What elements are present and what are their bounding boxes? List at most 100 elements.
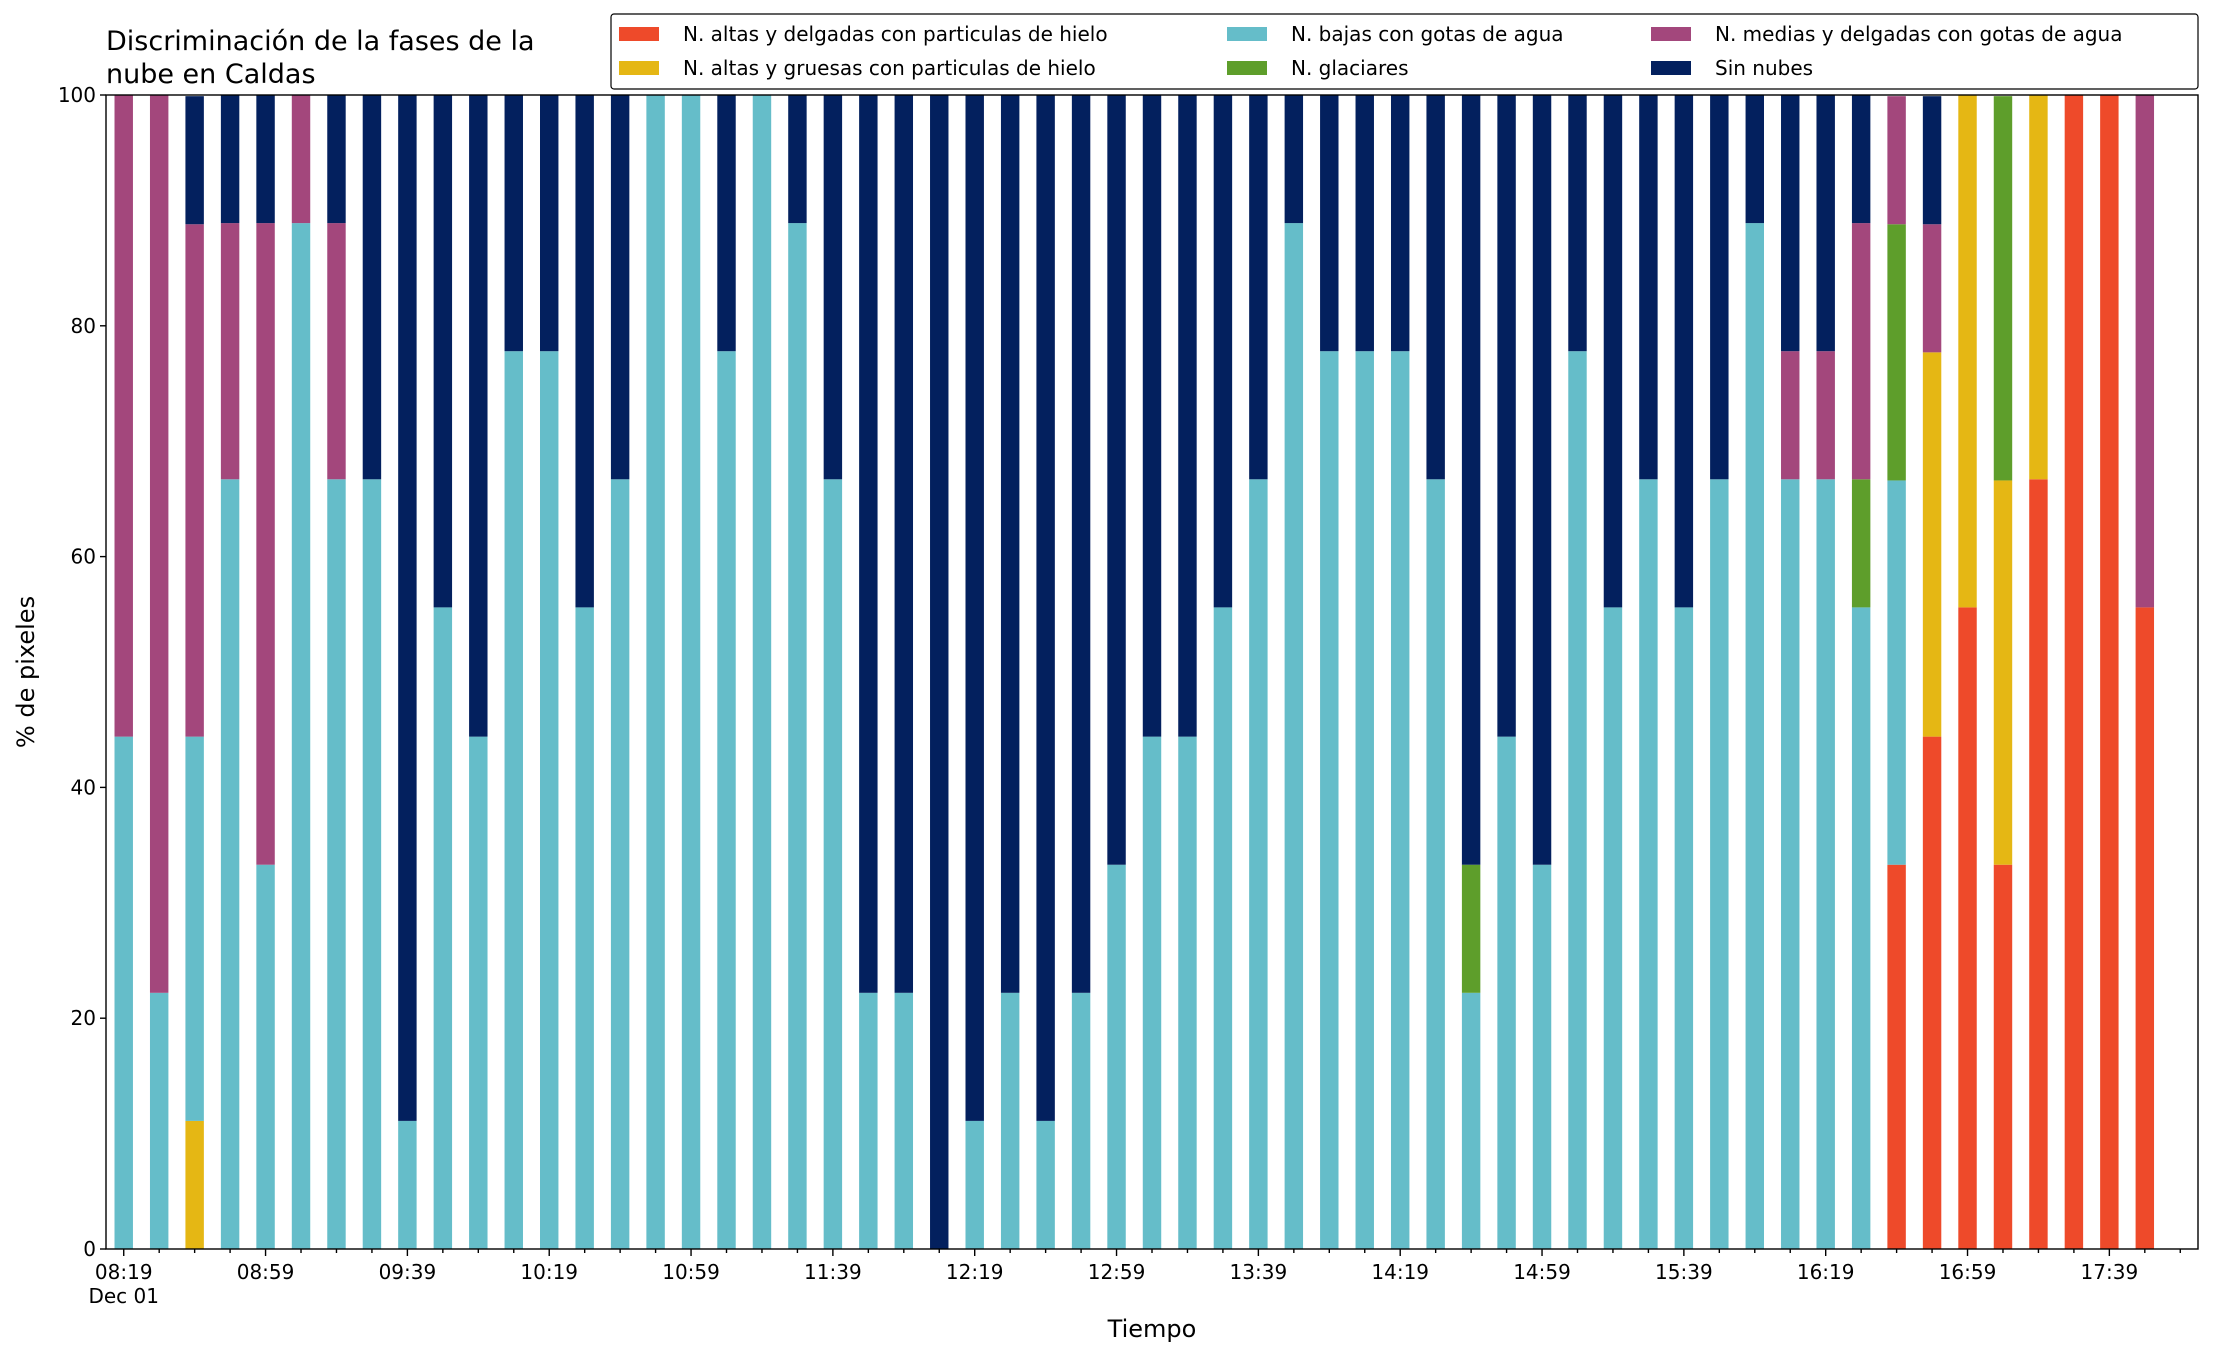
bar-segment (220, 479, 240, 1250)
bar-segment (1674, 607, 1694, 1249)
x-tick-label: 15:39 (1655, 1260, 1713, 1284)
bar-segment (1355, 95, 1374, 352)
bar-segment (185, 224, 204, 737)
bar-segment (1816, 95, 1835, 352)
legend-swatch (1227, 27, 1267, 41)
bar-segment (1781, 479, 1800, 1250)
bar-segment (1639, 95, 1658, 480)
bar-segment (1816, 479, 1835, 1250)
bar-segment (1851, 479, 1871, 608)
bar-segment (149, 992, 169, 1249)
bar-segment (398, 1120, 417, 1249)
bar-segment (610, 95, 630, 480)
bar-segment (1781, 95, 1800, 352)
bar-segment (291, 223, 311, 1249)
bar-segment (540, 95, 559, 352)
x-tick-label: 14:19 (1371, 1260, 1429, 1284)
bar-segment (256, 223, 275, 865)
bar-segment (220, 95, 240, 224)
bar-segment (1178, 95, 1197, 737)
bar-segment (433, 95, 453, 608)
bar-segment (2135, 95, 2155, 608)
bar-segment (1036, 95, 1055, 1121)
y-tick-label: 80 (71, 314, 96, 338)
bar-segment (2100, 95, 2119, 1249)
bar-segment (2064, 95, 2084, 1249)
bar-segment (433, 607, 453, 1249)
bar-segment (1851, 223, 1871, 480)
bar-segment (362, 479, 382, 1250)
bar-segment (1036, 1120, 1055, 1249)
bar-segment (1710, 479, 1729, 1250)
bar-segment (717, 95, 736, 352)
bar-segment (965, 1120, 984, 1249)
y-tick-label: 0 (83, 1237, 96, 1261)
bar-segment (646, 95, 665, 1249)
bar-segment (1320, 351, 1339, 1249)
bar-segment (1461, 95, 1481, 865)
bar-segment (1497, 95, 1516, 737)
bar-segment (1390, 351, 1410, 1249)
bar-segment (2135, 607, 2155, 1249)
legend-swatch (1651, 61, 1691, 75)
bar-segment (752, 95, 772, 1249)
bar-segment (114, 95, 133, 737)
bar-segment (291, 95, 311, 224)
bar-segment (1249, 95, 1268, 480)
bar-segment (1851, 607, 1871, 1249)
bar-segment (2029, 479, 2048, 1250)
bar-segment (1887, 480, 1906, 865)
bar-segment (1958, 95, 1977, 608)
bar-segment (1710, 95, 1729, 480)
bar-segment (1461, 864, 1481, 993)
x-axis-label: Tiempo (1107, 1315, 1197, 1343)
bar-segment (256, 864, 275, 1249)
bar-segment (788, 95, 807, 224)
bar-segment (717, 351, 736, 1249)
x-tick-label: 14:59 (1513, 1260, 1571, 1284)
bar-segment (1284, 95, 1304, 224)
bar-segment (894, 95, 914, 993)
bar-segment (1071, 95, 1091, 993)
chart-title: nube en Caldas (106, 59, 316, 90)
bar-segment (1532, 95, 1552, 865)
bar-segment (1887, 96, 1906, 225)
y-tick-label: 60 (71, 545, 96, 569)
bar-segment (504, 351, 523, 1249)
bar-segment (327, 95, 346, 224)
bar-segment (1816, 351, 1835, 480)
x-date-label: Dec 01 (88, 1284, 159, 1308)
bar-segment (1213, 95, 1233, 608)
bar-segment (256, 95, 275, 224)
bar-segment (1213, 607, 1233, 1249)
bar-segment (398, 95, 417, 1121)
bar-segment (185, 1120, 204, 1249)
bar-segment (1781, 351, 1800, 480)
bar-segment (681, 95, 701, 1249)
bar-segment (575, 607, 594, 1249)
x-tick-label: 08:19 (95, 1260, 153, 1284)
bar-segment (1851, 95, 1871, 224)
bar-segment (1142, 95, 1162, 737)
legend-label: N. altas y gruesas con particulas de hie… (683, 56, 1096, 80)
legend-label: N. bajas con gotas de agua (1291, 22, 1564, 46)
bar-segment (220, 223, 240, 480)
bar-segment (1887, 864, 1906, 1249)
y-tick-label: 20 (71, 1006, 96, 1030)
bar-segment (114, 736, 133, 1249)
bar-segment (1993, 864, 2013, 1249)
bar-segment (1249, 479, 1268, 1250)
bar-segment (2029, 95, 2048, 480)
bar-segment (540, 351, 559, 1249)
bar-segment (1390, 95, 1410, 352)
bar-segment (1993, 480, 2013, 865)
x-tick-label: 08:59 (237, 1260, 295, 1284)
bar-segment (788, 223, 807, 1249)
bar-segment (1887, 224, 1906, 481)
bar-segment (1922, 96, 1942, 225)
legend-label: N. medias y delgadas con gotas de agua (1715, 22, 2123, 46)
bar-segment (823, 479, 843, 1250)
bar-segment (469, 95, 488, 737)
bar-segment (1071, 992, 1091, 1249)
